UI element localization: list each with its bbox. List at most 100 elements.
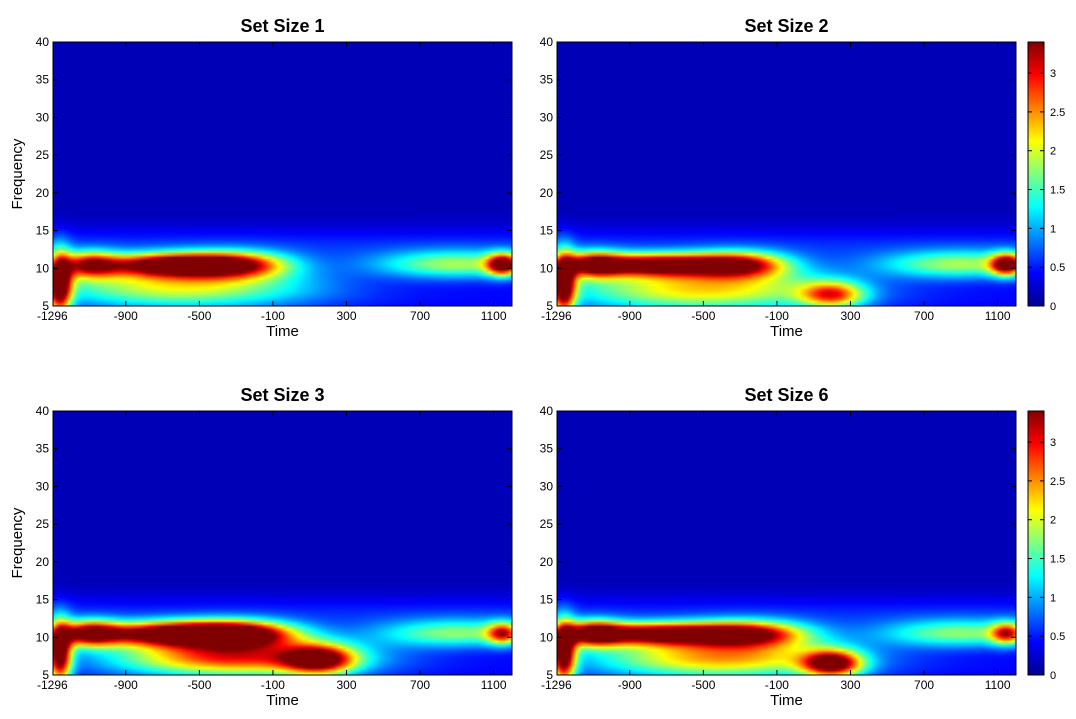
y-tick-label: 40	[540, 404, 554, 418]
x-tick-label: -900	[618, 678, 642, 692]
x-tick-label: -500	[187, 309, 211, 323]
colorbar-gradient	[1028, 42, 1044, 306]
y-tick-label: 10	[36, 261, 50, 275]
colorbar-tick-label: 1.5	[1050, 185, 1065, 197]
x-tick-label: -100	[261, 678, 285, 692]
panel-title: Set Size 2	[744, 16, 828, 36]
colorbar-tick-label: 0.5	[1050, 631, 1065, 643]
y-tick-label: 15	[36, 224, 50, 238]
y-tick-label: 15	[540, 593, 554, 607]
x-tick-label: 300	[840, 309, 860, 323]
x-tick-label: -500	[691, 309, 715, 323]
x-axis-label: Time	[770, 692, 803, 709]
colorbar-tick-label: 3	[1050, 68, 1056, 80]
y-tick-label: 20	[540, 186, 554, 200]
colorbar: 0 0.5 1 1.5 2 2.5 3	[1027, 410, 1065, 682]
colorbar: 0 0.5 1 1.5 2 2.5 3	[1027, 41, 1065, 313]
y-tick-label: 10	[540, 630, 554, 644]
axes-frame	[556, 41, 1017, 307]
y-tick-label: 5	[546, 299, 553, 313]
panel-3: 5 10 15 20 25 30 35 40 -1296 -900 -500 -100 300 700 11…	[9, 385, 513, 709]
y-tick-label: 25	[36, 148, 50, 162]
x-tick-label: -1296	[37, 678, 68, 692]
x-tick-label: -100	[261, 309, 285, 323]
colorbar-tick-label: 0.5	[1050, 262, 1065, 274]
x-tick-label: -500	[691, 678, 715, 692]
heatmap-image	[53, 411, 512, 675]
x-tick-label: -900	[114, 678, 138, 692]
x-tick-label: 300	[336, 678, 356, 692]
x-tick-label: 300	[840, 678, 860, 692]
y-tick-label: 30	[540, 110, 554, 124]
x-tick-label: 700	[410, 678, 430, 692]
x-tick-label: 1100	[481, 309, 507, 323]
y-tick-label: 35	[36, 73, 50, 87]
colorbar-tick-label: 2.5	[1050, 476, 1065, 488]
x-tick-label: 700	[914, 309, 934, 323]
panel-title: Set Size 6	[744, 385, 828, 405]
x-axis-label: Time	[266, 692, 299, 709]
colorbar-tick-label: 0	[1050, 670, 1056, 682]
y-tick-label: 5	[546, 668, 553, 682]
y-tick-label: 20	[36, 186, 50, 200]
y-tick-label: 25	[540, 517, 554, 531]
x-tick-label: -1296	[37, 309, 68, 323]
y-tick-label: 35	[540, 442, 554, 456]
colorbar-tick-label: 0	[1050, 301, 1056, 313]
y-tick-label: 30	[540, 479, 554, 493]
y-tick-label: 15	[36, 593, 50, 607]
y-tick-label: 5	[42, 299, 49, 313]
axes-frame	[52, 410, 513, 676]
colorbar-tick-label: 1	[1050, 592, 1056, 604]
panel-title: Set Size 3	[240, 385, 324, 405]
colorbar-gradient	[1028, 411, 1044, 675]
y-tick-label: 10	[36, 630, 50, 644]
x-tick-label: -1296	[541, 309, 572, 323]
y-tick-label: 40	[36, 404, 50, 418]
x-tick-label: 1100	[481, 678, 507, 692]
x-tick-label: 700	[410, 309, 430, 323]
x-axis-label: Time	[770, 323, 803, 340]
heatmap-image	[557, 411, 1016, 675]
y-tick-label: 35	[36, 442, 50, 456]
x-tick-label: -500	[187, 678, 211, 692]
axes-frame	[52, 41, 513, 307]
y-axis-label: Frequency	[9, 507, 26, 578]
x-tick-label: -100	[765, 678, 789, 692]
y-tick-label: 25	[540, 148, 554, 162]
colorbar-frame	[1027, 41, 1045, 307]
colorbar-frame	[1027, 410, 1045, 676]
colorbar-tick-label: 3	[1050, 437, 1056, 449]
x-tick-label: 300	[336, 309, 356, 323]
heatmap-image	[53, 42, 512, 306]
y-tick-label: 20	[36, 555, 50, 569]
x-tick-label: 700	[914, 678, 934, 692]
x-tick-label: -1296	[541, 678, 572, 692]
y-tick-label: 30	[36, 110, 50, 124]
y-tick-label: 25	[36, 517, 50, 531]
heatmap-image	[557, 42, 1016, 306]
y-axis-label: Frequency	[9, 138, 26, 209]
y-tick-label: 30	[36, 479, 50, 493]
x-tick-label: 1100	[985, 309, 1011, 323]
y-tick-label: 10	[540, 261, 554, 275]
y-tick-label: 35	[540, 73, 554, 87]
x-axis-label: Time	[266, 323, 299, 340]
x-tick-label: 1100	[985, 678, 1011, 692]
y-tick-label: 40	[36, 35, 50, 49]
axes-frame	[556, 410, 1017, 676]
x-tick-label: -900	[114, 309, 138, 323]
x-tick-label: -900	[618, 309, 642, 323]
y-tick-label: 15	[540, 224, 554, 238]
panel-1: 5 10 15 20 25 30 35 40 -1296 -900 -500 -100 300 700 11…	[9, 16, 513, 340]
colorbar-tick-label: 1	[1050, 223, 1056, 235]
colorbar-tick-label: 1.5	[1050, 554, 1065, 566]
colorbar-tick-label: 2.5	[1050, 107, 1065, 119]
y-tick-label: 5	[42, 668, 49, 682]
y-tick-label: 40	[540, 35, 554, 49]
panel-title: Set Size 1	[240, 16, 324, 36]
